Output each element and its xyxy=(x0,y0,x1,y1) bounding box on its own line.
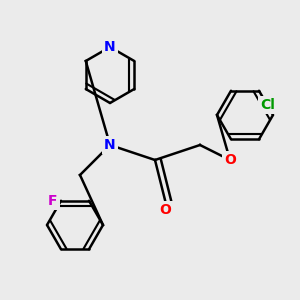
Text: O: O xyxy=(224,153,236,167)
Text: O: O xyxy=(159,203,171,217)
Text: N: N xyxy=(104,40,116,54)
Text: N: N xyxy=(104,138,116,152)
Text: F: F xyxy=(48,194,58,208)
Text: Cl: Cl xyxy=(261,98,275,112)
